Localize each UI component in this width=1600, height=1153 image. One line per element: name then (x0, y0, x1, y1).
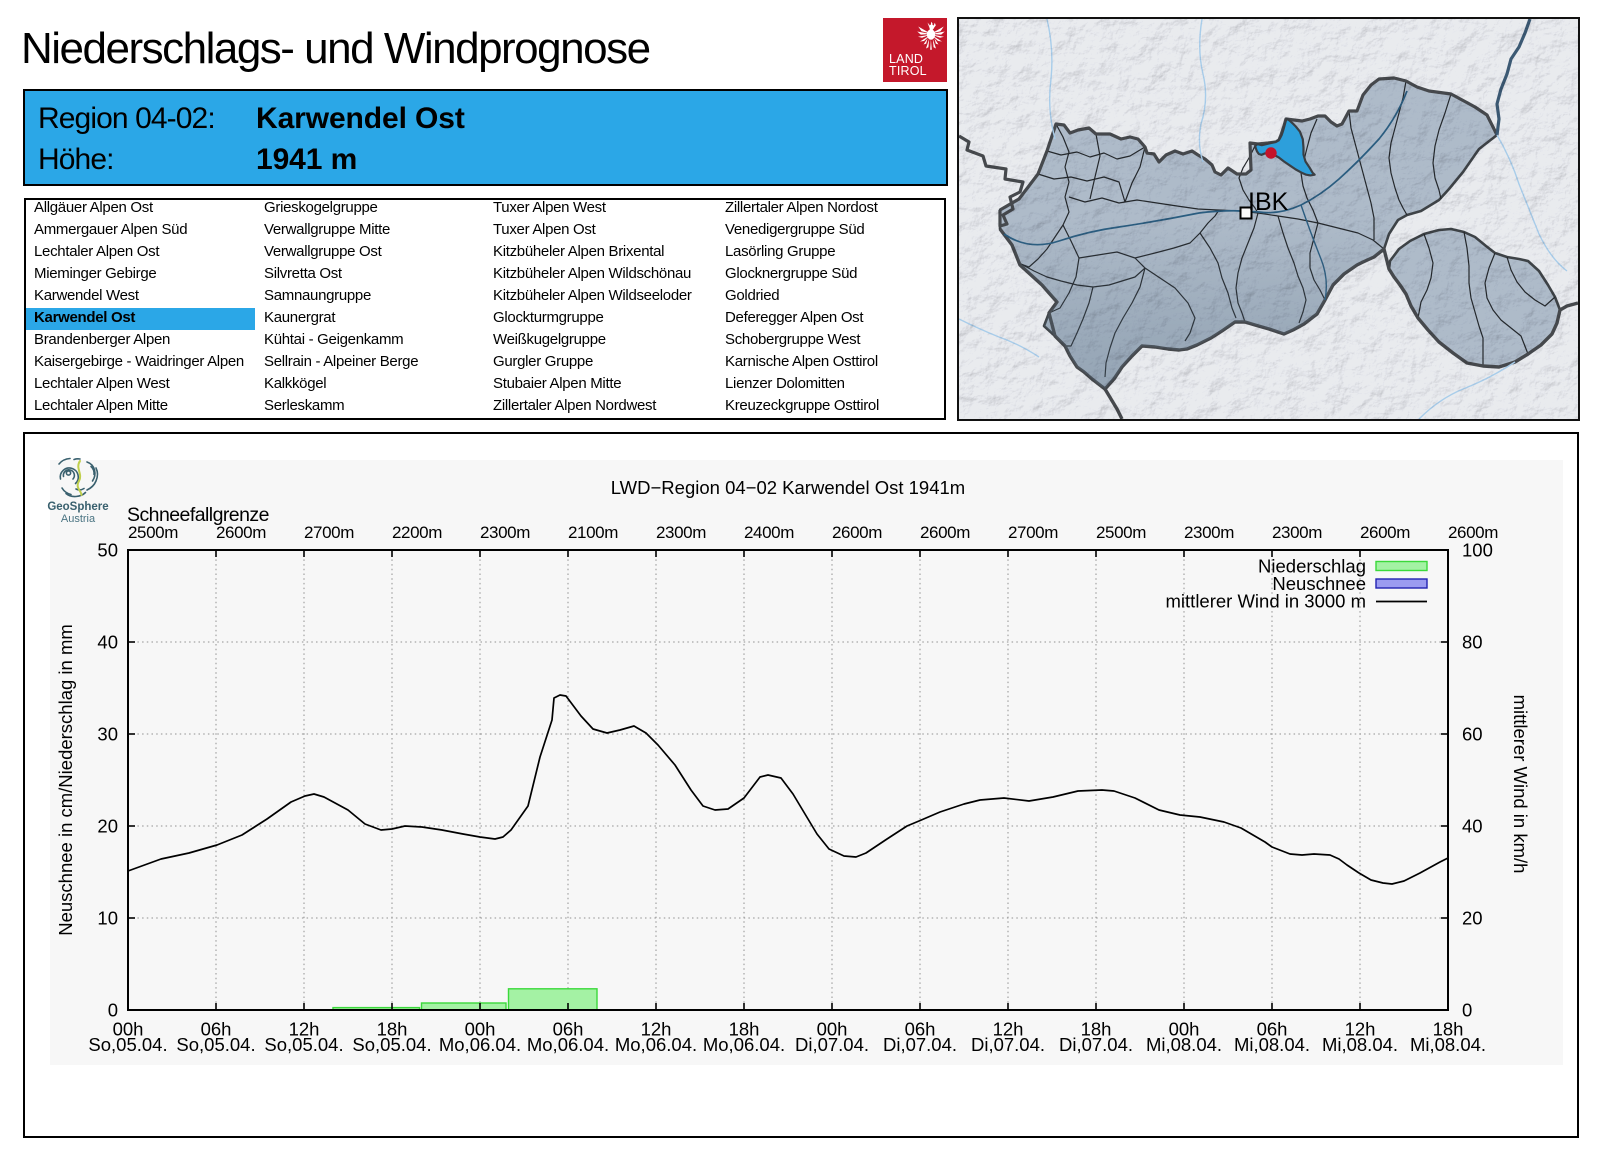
svg-text:LWD−Region 04−02 Karwendel Ost: LWD−Region 04−02 Karwendel Ost 1941m (611, 477, 965, 498)
svg-text:Mi,08.04.: Mi,08.04. (1410, 1034, 1486, 1055)
svg-text:2500m: 2500m (1096, 523, 1146, 542)
svg-text:Di,07.04.: Di,07.04. (971, 1034, 1045, 1055)
svg-text:80: 80 (1462, 632, 1483, 653)
svg-text:Mo,06.04.: Mo,06.04. (439, 1034, 521, 1055)
svg-text:18h: 18h (1081, 1019, 1112, 1040)
svg-text:2400m: 2400m (744, 523, 794, 542)
svg-text:Di,07.04.: Di,07.04. (1059, 1034, 1133, 1055)
svg-text:60: 60 (1462, 724, 1483, 745)
svg-text:Mi,08.04.: Mi,08.04. (1322, 1034, 1398, 1055)
svg-text:18h: 18h (1433, 1019, 1464, 1040)
svg-text:Neuschnee in cm/Niederschlag i: Neuschnee in cm/Niederschlag in mm (55, 624, 76, 936)
svg-text:Austria: Austria (61, 513, 96, 525)
svg-text:12h: 12h (993, 1019, 1024, 1040)
svg-text:So,05.04.: So,05.04. (352, 1034, 431, 1055)
svg-text:IBK: IBK (1248, 188, 1289, 216)
svg-text:0: 0 (108, 1000, 118, 1021)
svg-text:Mi,08.04.: Mi,08.04. (1234, 1034, 1310, 1055)
svg-text:06h: 06h (1257, 1019, 1288, 1040)
svg-text:Di,07.04.: Di,07.04. (795, 1034, 869, 1055)
svg-text:18h: 18h (729, 1019, 760, 1040)
svg-text:00h: 00h (1169, 1019, 1200, 1040)
svg-text:2300m: 2300m (1184, 523, 1234, 542)
svg-text:12h: 12h (289, 1019, 320, 1040)
svg-text:20: 20 (1462, 908, 1483, 929)
svg-text:06h: 06h (905, 1019, 936, 1040)
svg-text:00h: 00h (113, 1019, 144, 1040)
svg-text:Neuschnee: Neuschnee (1272, 573, 1366, 594)
svg-text:2600m: 2600m (1448, 523, 1498, 542)
svg-text:Schneefallgrenze: Schneefallgrenze (127, 504, 269, 526)
svg-text:12h: 12h (641, 1019, 672, 1040)
svg-text:Di,07.04.: Di,07.04. (883, 1034, 957, 1055)
svg-text:2700m: 2700m (304, 523, 354, 542)
svg-text:2300m: 2300m (480, 523, 530, 542)
svg-text:2600m: 2600m (832, 523, 882, 542)
svg-text:Mi,08.04.: Mi,08.04. (1146, 1034, 1222, 1055)
svg-text:2300m: 2300m (1272, 523, 1322, 542)
svg-text:Mo,06.04.: Mo,06.04. (527, 1034, 609, 1055)
svg-text:18h: 18h (377, 1019, 408, 1040)
svg-text:So,05.04.: So,05.04. (176, 1034, 255, 1055)
svg-text:Niederschlag: Niederschlag (1258, 556, 1366, 577)
svg-text:100: 100 (1462, 540, 1493, 561)
svg-text:2200m: 2200m (392, 523, 442, 542)
svg-text:0: 0 (1462, 1000, 1472, 1021)
svg-text:2600m: 2600m (920, 523, 970, 542)
svg-text:06h: 06h (553, 1019, 584, 1040)
svg-text:Mo,06.04.: Mo,06.04. (615, 1034, 697, 1055)
svg-text:2600m: 2600m (1360, 523, 1410, 542)
svg-text:20: 20 (97, 816, 118, 837)
svg-text:00h: 00h (465, 1019, 496, 1040)
svg-text:2700m: 2700m (1008, 523, 1058, 542)
svg-text:2500m: 2500m (128, 523, 178, 542)
svg-text:10: 10 (97, 908, 118, 929)
svg-text:So,05.04.: So,05.04. (88, 1034, 167, 1055)
svg-text:2600m: 2600m (216, 523, 266, 542)
svg-text:2100m: 2100m (568, 523, 618, 542)
svg-text:50: 50 (97, 540, 118, 561)
svg-text:40: 40 (1462, 816, 1483, 837)
svg-text:30: 30 (97, 724, 118, 745)
svg-text:00h: 00h (817, 1019, 848, 1040)
svg-text:mittlerer Wind in km/h: mittlerer Wind in km/h (1510, 695, 1531, 874)
svg-text:So,05.04.: So,05.04. (264, 1034, 343, 1055)
svg-text:06h: 06h (201, 1019, 232, 1040)
svg-text:GeoSphere: GeoSphere (47, 501, 108, 513)
svg-text:40: 40 (97, 632, 118, 653)
svg-text:12h: 12h (1345, 1019, 1376, 1040)
svg-text:mittlerer Wind in 3000 m: mittlerer Wind in 3000 m (1166, 591, 1366, 612)
svg-text:Mo,06.04.: Mo,06.04. (703, 1034, 785, 1055)
svg-text:2300m: 2300m (656, 523, 706, 542)
